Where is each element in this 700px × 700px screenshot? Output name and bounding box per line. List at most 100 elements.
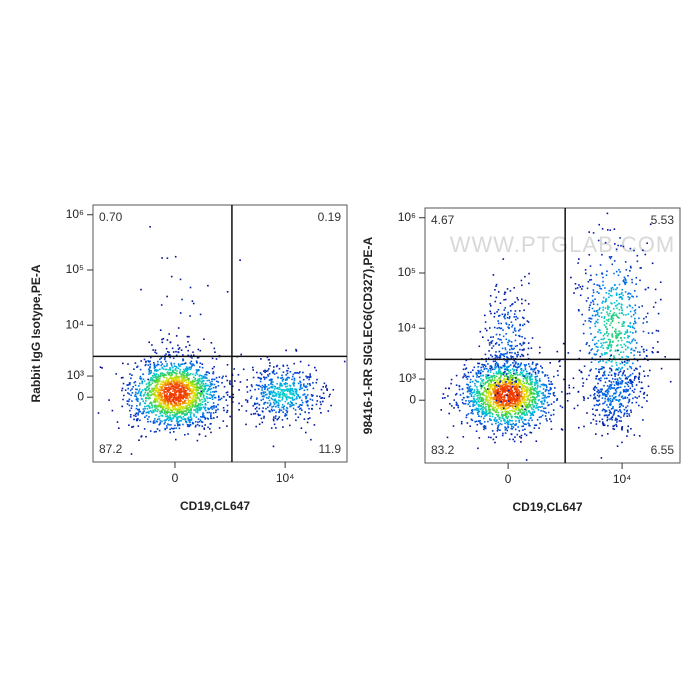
event-dot (597, 331, 599, 333)
event-dot (523, 309, 525, 312)
event-dot (199, 362, 202, 364)
event-dot (199, 377, 201, 380)
event-dot (615, 369, 617, 371)
event-dot (272, 370, 275, 373)
event-dot (226, 291, 229, 293)
event-dot (270, 383, 272, 385)
event-dot (556, 398, 559, 400)
event-dot (505, 322, 507, 324)
event-dot (156, 390, 158, 392)
event-dot (506, 362, 509, 364)
event-dot (298, 397, 301, 399)
event-dot (496, 408, 498, 411)
event-dot (286, 382, 288, 385)
event-dot (603, 317, 606, 320)
event-dot (172, 393, 174, 395)
event-dot (210, 414, 212, 416)
event-dot (500, 399, 502, 402)
event-dot (636, 254, 639, 257)
event-dot (610, 346, 613, 349)
event-dot (201, 387, 203, 390)
event-dot (176, 396, 178, 399)
event-dot (549, 393, 551, 395)
event-dot (506, 401, 508, 403)
event-dot (261, 410, 264, 412)
event-dot (499, 356, 502, 359)
event-dot (470, 394, 473, 396)
event-dot (498, 350, 501, 353)
event-dot (519, 328, 521, 331)
event-dot (164, 368, 167, 371)
event-dot (213, 347, 216, 350)
event-dot (170, 420, 173, 422)
event-dot (159, 410, 161, 413)
event-dot (510, 402, 512, 404)
event-dot (179, 411, 182, 413)
event-dot (204, 435, 207, 437)
event-dot (270, 408, 273, 411)
event-dot (538, 380, 541, 382)
event-dot (192, 405, 195, 407)
event-dot (536, 393, 538, 395)
y-axis-title: Rabbit IgG Isotype,PE-A (29, 264, 43, 402)
event-dot (501, 411, 503, 413)
event-dot (610, 383, 613, 386)
event-dot (258, 384, 260, 387)
event-dot (141, 398, 143, 400)
event-dot (549, 362, 551, 364)
event-dot (621, 346, 623, 348)
event-dot (141, 382, 143, 385)
event-dot (291, 393, 293, 396)
event-dot (535, 390, 537, 392)
event-dot (495, 285, 497, 287)
event-dot (193, 409, 195, 411)
event-dot (500, 367, 502, 369)
event-dot (515, 386, 518, 388)
event-dot (292, 381, 295, 384)
event-dot (169, 431, 171, 434)
event-dot (614, 314, 616, 317)
event-dot (166, 351, 169, 353)
event-dot (517, 363, 519, 366)
event-dot (498, 418, 501, 420)
event-dot (508, 419, 511, 421)
quadrant-percent: 0.70 (99, 210, 123, 224)
event-dot (149, 402, 151, 405)
event-dot (494, 441, 496, 444)
event-dot (199, 419, 202, 421)
event-dot (188, 368, 190, 370)
event-dot (484, 327, 487, 330)
event-dot (524, 377, 526, 379)
event-dot (609, 324, 611, 327)
event-dot (140, 391, 142, 394)
event-dot (618, 312, 621, 315)
event-dot (281, 390, 283, 392)
event-dot (166, 257, 169, 259)
event-dot (178, 396, 181, 398)
event-dot (172, 408, 175, 411)
event-dot (260, 373, 263, 376)
event-dot (191, 380, 194, 383)
event-dot (305, 386, 307, 388)
event-dot (525, 410, 527, 412)
event-dot (634, 339, 636, 342)
event-dot (152, 349, 154, 351)
event-dot (223, 396, 225, 398)
event-dot (286, 372, 289, 375)
event-dot (276, 404, 279, 407)
event-dot (609, 257, 612, 260)
event-dot (468, 386, 470, 388)
event-dot (468, 375, 470, 378)
event-dot (512, 303, 514, 305)
event-dot (484, 314, 486, 317)
event-dot (469, 405, 471, 408)
event-dot (285, 349, 287, 352)
event-dot (188, 344, 191, 347)
event-dot (517, 386, 519, 388)
event-dot (638, 306, 640, 308)
event-dot (139, 404, 141, 406)
event-dot (285, 396, 287, 398)
event-dot (197, 382, 200, 384)
event-dot (152, 421, 155, 423)
event-dot (626, 368, 629, 370)
